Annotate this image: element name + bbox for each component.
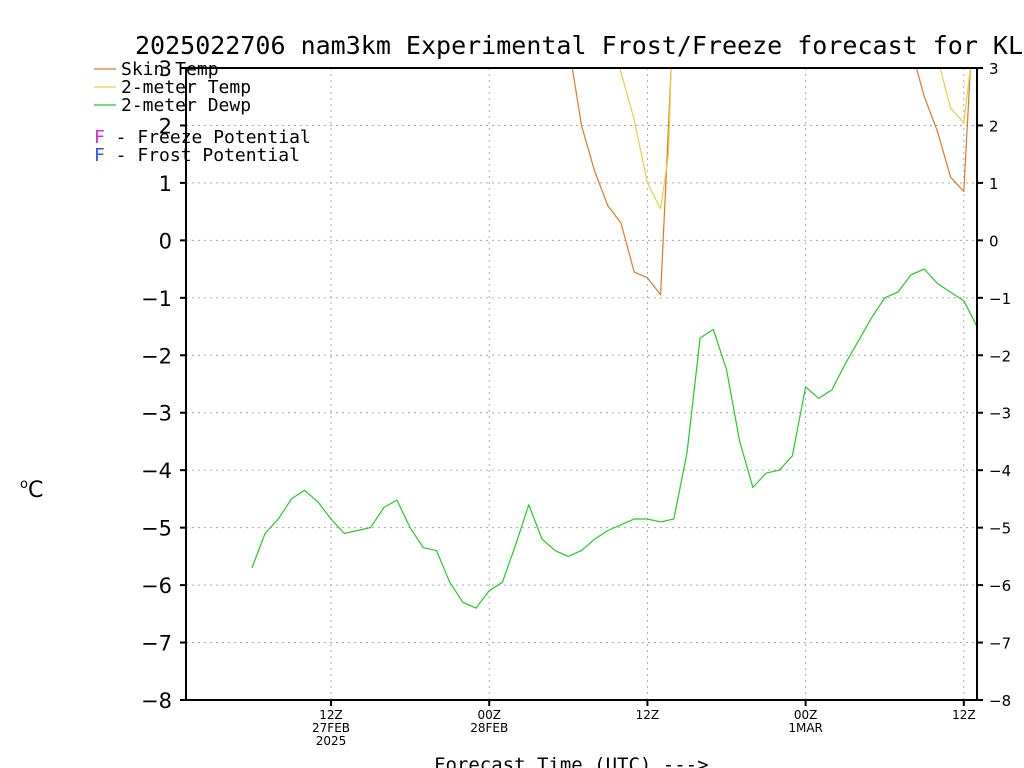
y-tick-label-left: −4: [141, 459, 172, 483]
series-line-2-meter-temp: [619, 68, 971, 210]
y-axis-unit: C: [28, 478, 43, 503]
y-tick-label-left: −3: [141, 402, 172, 426]
x-tick-label: 1MAR: [788, 721, 823, 735]
y-tick-label-right: 2: [989, 117, 999, 135]
y-tick-label-right: 1: [989, 175, 999, 193]
x-tick-label: 2025: [316, 734, 347, 748]
y-axis-degree-sign: o: [20, 477, 28, 492]
y-tick-label-right: −2: [989, 347, 1011, 365]
series-line-2-meter-dewp: [251, 268, 977, 609]
y-tick-label-right: 0: [989, 232, 999, 250]
grid-lines: [186, 68, 977, 700]
y-axis-unit-label: oC: [20, 477, 43, 503]
series-lines: [251, 68, 977, 609]
y-tick-label-left: −2: [141, 344, 172, 368]
legend-label: Skin Temp: [121, 59, 219, 80]
x-tick-label: 00Z: [794, 708, 818, 722]
x-tick-label: 12Z: [636, 708, 660, 722]
x-tick-label: 12Z: [952, 708, 976, 722]
y-tick-label-right: −3: [989, 405, 1011, 423]
y-tick-label-right: −8: [989, 692, 1011, 710]
y-tick-label-right: −7: [989, 635, 1011, 653]
y-tick-label-left: 2: [159, 114, 172, 138]
y-tick-label-right: −4: [989, 462, 1011, 480]
legend-potential-text: - Frost Potential: [105, 145, 300, 166]
plot-frame: [185, 67, 978, 701]
x-tick-label: 00Z: [477, 708, 501, 722]
legend-label: 2-meter Dewp: [121, 95, 251, 116]
legend-potential-letter: F: [94, 127, 105, 148]
y-tick-label-left: 0: [159, 229, 172, 253]
y-tick-label-left: −1: [141, 287, 172, 311]
y-tick-label-left: 1: [159, 172, 172, 196]
x-tick-label: 27FEB: [312, 721, 350, 735]
legend-label: 2-meter Temp: [121, 77, 251, 98]
y-tick-label-left: −5: [141, 517, 172, 541]
x-tick-label: 28FEB: [470, 721, 508, 735]
legend-potential-text: - Freeze Potential: [105, 127, 311, 148]
legend-potential-letter: F: [94, 145, 105, 166]
y-tick-label-right: −5: [989, 520, 1011, 538]
chart-title: 2025022706 nam3km Experimental Frost/Fre…: [135, 31, 1024, 60]
legend-potential-label: F - Freeze Potential: [94, 127, 311, 148]
legend-potential-label: F - Frost Potential: [94, 145, 300, 166]
y-tick-label-left: −8: [141, 689, 172, 713]
axis-ticks: −8 −8 −7 −7 −6 −6 −5 −5 −4 −4 −3 −3 −2 −2 −1 −1 0 0 1 1 2 2 3 3…: [141, 57, 1011, 748]
series-line-skin-temp: [571, 68, 971, 296]
y-tick-label-left: −6: [141, 574, 172, 598]
x-tick-label: 12Z: [319, 708, 343, 722]
y-tick-label-left: −7: [141, 632, 172, 656]
x-axis-title: Forecast Time (UTC) --->: [434, 754, 709, 768]
y-tick-label-right: −1: [989, 290, 1011, 308]
y-tick-label-left: 3: [159, 57, 172, 81]
y-tick-label-right: −6: [989, 577, 1011, 595]
y-tick-label-right: 3: [989, 60, 999, 78]
